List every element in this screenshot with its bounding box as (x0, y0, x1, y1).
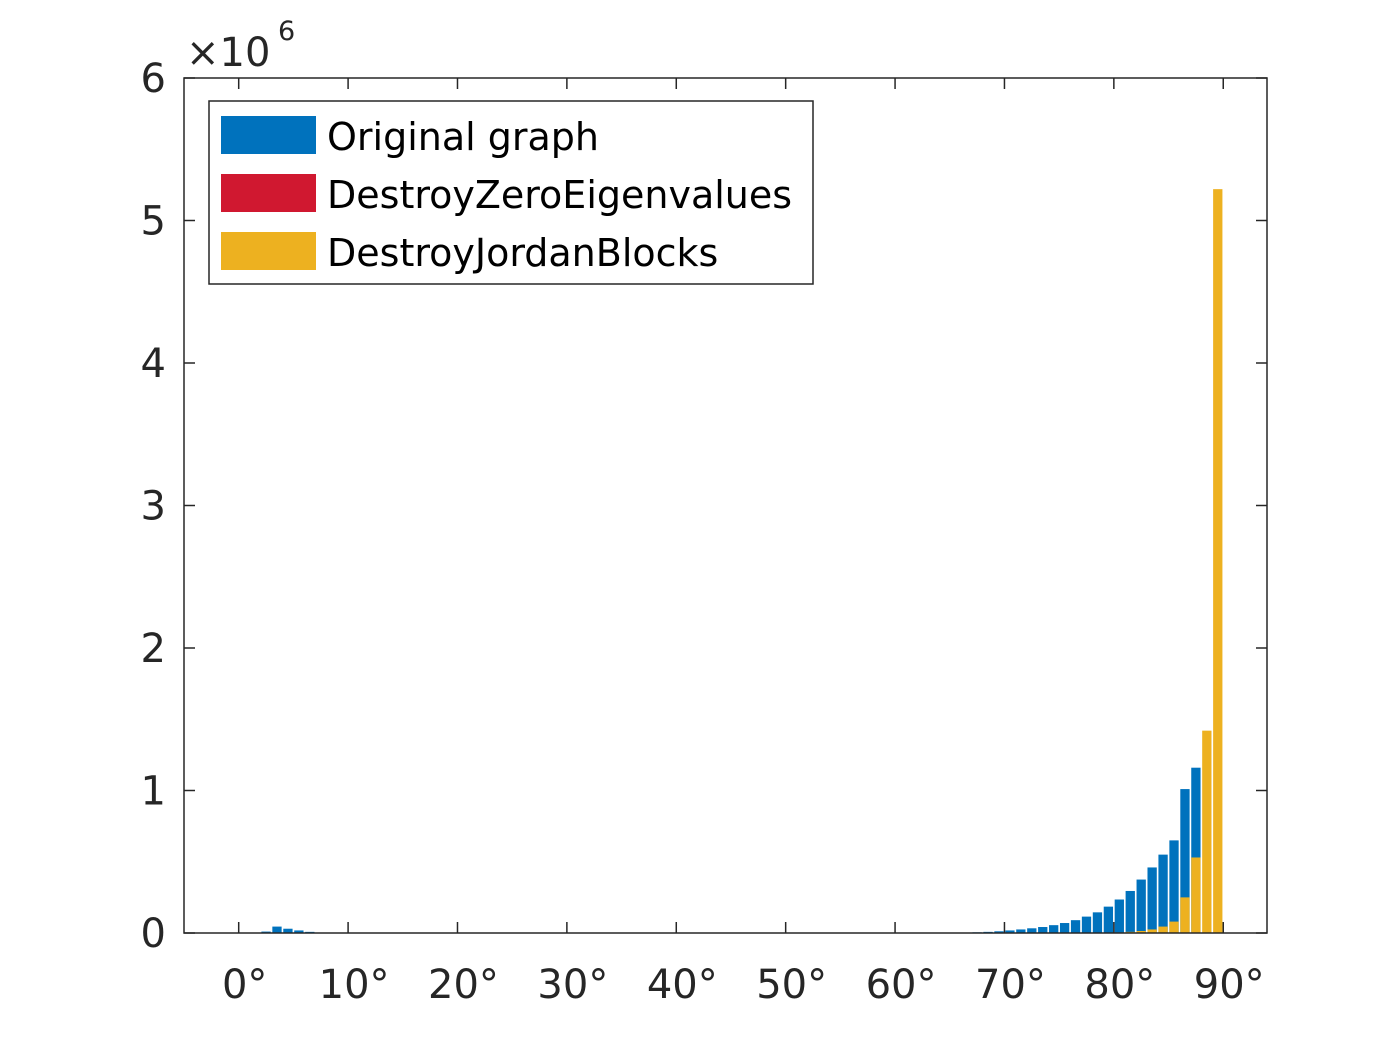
legend: Original graph DestroyZeroEigenvalues De… (208, 100, 814, 285)
legend-swatch-original-graph (221, 116, 316, 154)
bar-original-graph-2 (283, 928, 293, 933)
x-tick-label-2: 20° (428, 962, 499, 1008)
bar-original-graph-26 (1191, 767, 1201, 933)
bar-original-graph-23 (1158, 854, 1168, 933)
legend-label-destroy-zero-eigenvalues: DestroyZeroEigenvalues (327, 173, 792, 217)
y-tick-label-6: 6 (141, 56, 166, 102)
bar-destroyjordanblocks-3 (1147, 929, 1157, 933)
y-exponent-power: 6 (278, 16, 295, 47)
bar-original-graph-25 (1180, 789, 1190, 933)
bar-original-graph-17 (1092, 912, 1103, 933)
bar-destroyjordanblocks-5 (1169, 921, 1179, 933)
bar-original-graph-8 (994, 931, 1004, 933)
x-tick-label-1: 10° (319, 962, 390, 1008)
legend-label-original-graph: Original graph (327, 115, 599, 159)
x-tick-label-3: 30° (537, 962, 608, 1008)
y-exponent-label: ×10 6 (186, 16, 295, 76)
bar-original-graph-24 (1169, 840, 1179, 933)
bar-original-graph-11 (1027, 928, 1037, 933)
bar-original-graph-12 (1038, 927, 1048, 933)
bar-original-graph-9 (1005, 930, 1015, 933)
y-tick-label-5: 5 (141, 199, 166, 245)
bar-destroyjordanblocks-7 (1191, 857, 1201, 933)
bar-original-graph-3 (294, 930, 304, 933)
bar-original-graph-15 (1070, 920, 1081, 933)
y-tick-label-4: 4 (141, 341, 166, 387)
bar-destroyjordanblocks-8 (1202, 730, 1212, 933)
bar-original-graph-14 (1059, 923, 1070, 933)
bar-original-graph-22 (1147, 867, 1157, 933)
bar-original-graph-1 (272, 926, 282, 933)
y-tick-label-1: 1 (141, 769, 166, 815)
bar-destroyjordanblocks-2 (1136, 931, 1146, 933)
y-ticks-group: 0 1 2 3 4 5 6 (141, 56, 1267, 957)
x-tick-label-5: 50° (756, 962, 827, 1008)
x-tick-label-9: 90° (1194, 962, 1265, 1008)
legend-swatch-destroy-jordan-blocks (221, 232, 316, 270)
y-tick-label-3: 3 (141, 484, 166, 530)
bar-destroyjordanblocks-9 (1213, 189, 1223, 933)
bar-original-graph-20 (1125, 890, 1135, 933)
x-tick-label-6: 60° (866, 962, 937, 1008)
bar-original-graph-13 (1049, 925, 1059, 933)
y-tick-label-0: 0 (141, 911, 166, 957)
x-tick-label-0: 0° (222, 962, 267, 1008)
legend-label-destroy-jordan-blocks: DestroyJordanBlocks (327, 231, 718, 275)
y-tick-label-2: 2 (141, 626, 166, 672)
bar-original-graph-16 (1081, 916, 1092, 933)
bar-original-graph-10 (1016, 929, 1026, 933)
bar-original-graph-19 (1114, 899, 1124, 933)
x-tick-label-4: 40° (647, 962, 718, 1008)
bar-destroyjordanblocks-6 (1180, 897, 1190, 933)
x-tick-label-7: 70° (975, 962, 1046, 1008)
legend-swatch-destroy-zero-eigenvalues (221, 174, 316, 212)
y-exponent-prefix: ×10 (186, 30, 270, 76)
x-tick-label-8: 80° (1084, 962, 1155, 1008)
bar-destroyjordanblocks-4 (1158, 926, 1168, 933)
bar-original-graph-18 (1103, 906, 1114, 933)
bar-original-graph-21 (1136, 879, 1146, 933)
x-ticks-group: 0° 10° 20° 30° 40° 50° 60° 70° 80° 90° (222, 78, 1265, 1008)
